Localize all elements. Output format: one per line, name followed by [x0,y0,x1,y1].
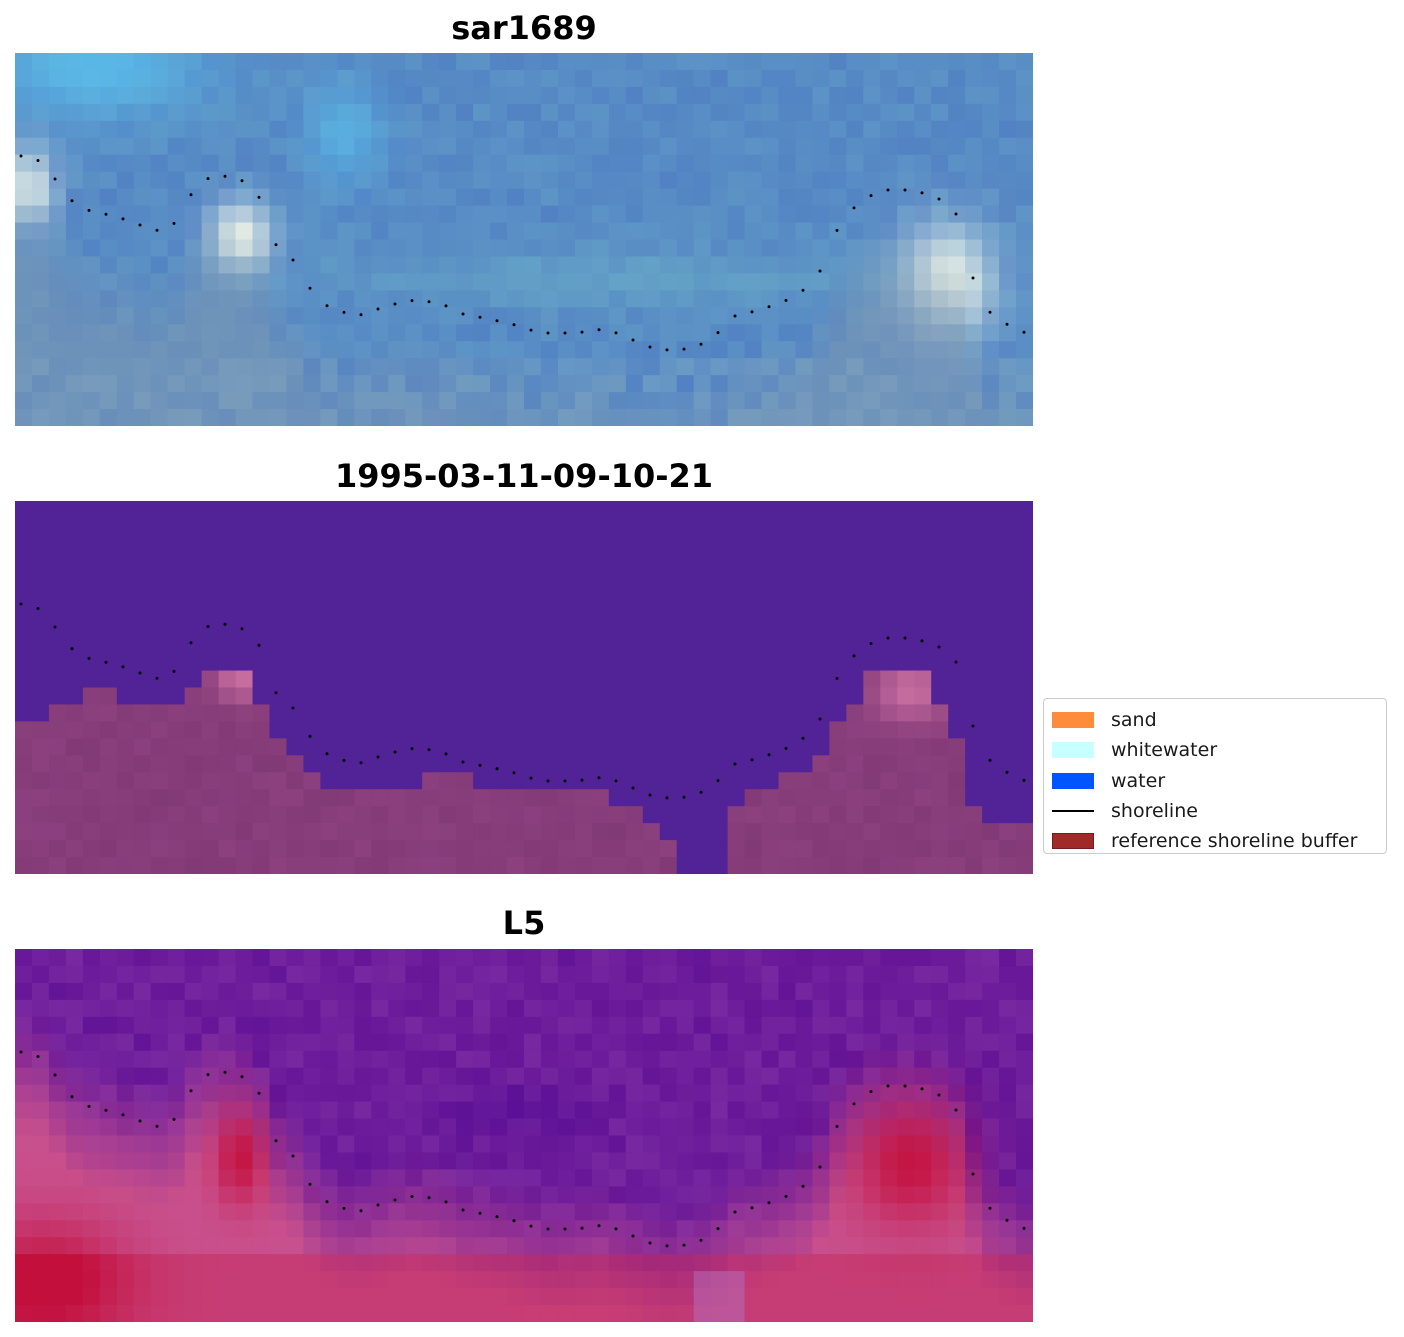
legend-item-water: water [1052,766,1378,796]
legend-swatch-sand [1052,712,1094,729]
legend-item-whitewater: whitewater [1052,735,1378,765]
legend-swatch-shoreline [1052,810,1094,813]
index-image-panel [15,949,1033,1322]
legend-label-water: water [1111,769,1166,792]
legend-item-shoreline: shoreline [1052,796,1378,826]
legend-swatch-reference-buffer [1052,833,1094,850]
shoreline-dots [19,1050,1026,1248]
panel-title-index: L5 [502,904,546,942]
rgb-image-panel [15,53,1033,426]
legend-label-shoreline: shoreline [1111,800,1198,823]
legend-label-reference-buffer: reference shoreline buffer [1111,830,1358,853]
legend-item-sand: sand [1052,705,1378,735]
legend-item-reference-buffer: reference shoreline buffer [1052,826,1378,856]
legend-label-sand: sand [1111,709,1157,732]
panel-title-classified: 1995-03-11-09-10-21 [334,457,714,495]
legend-swatch-whitewater [1052,742,1094,759]
shoreline-dots [19,154,1026,352]
classified-image-panel [15,501,1033,874]
legend-label-whitewater: whitewater [1111,739,1218,762]
shoreline-dots [19,602,1026,800]
legend-swatch-water [1052,772,1094,789]
legend: sand whitewater water shoreline referenc… [1043,698,1387,854]
panel-title-rgb: sar1689 [451,9,597,47]
